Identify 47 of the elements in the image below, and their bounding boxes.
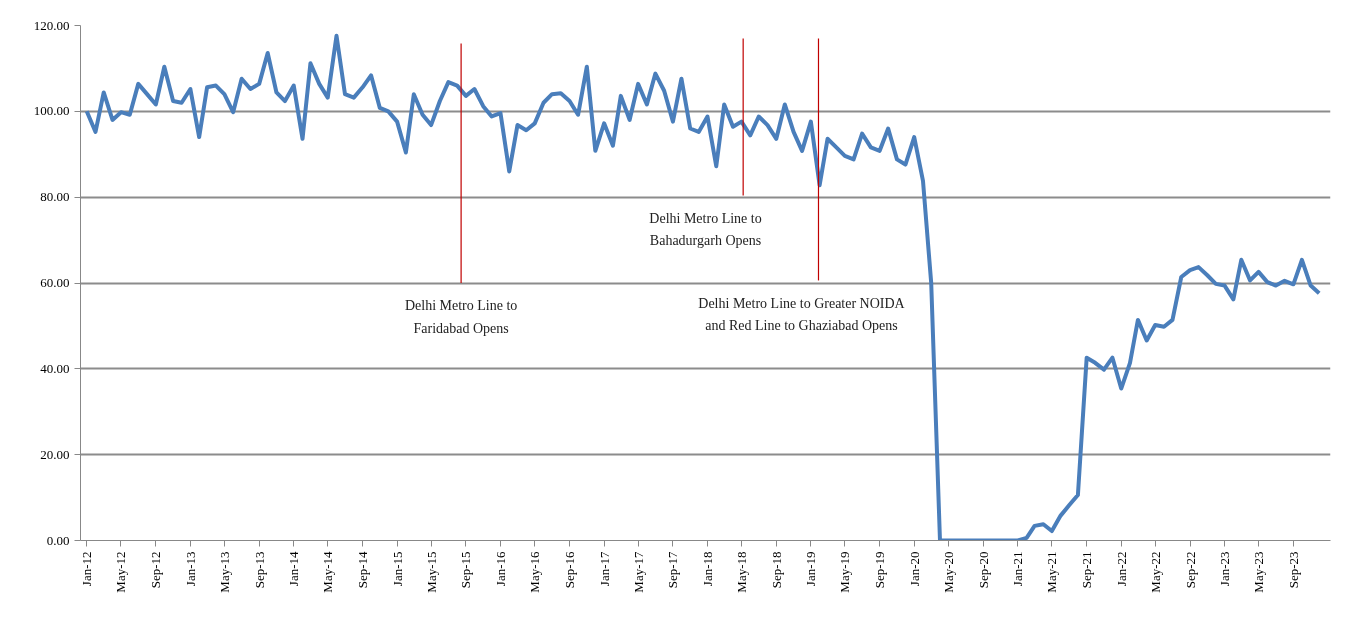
x-tick-label: Sep-15 xyxy=(458,551,474,589)
x-tick-label: May-13 xyxy=(216,551,232,593)
ref-line-label: Delhi Metro Line to Bahadurgarh Opens xyxy=(649,210,762,249)
x-tick-label: Sep-19 xyxy=(872,551,888,589)
x-tick-label: May-23 xyxy=(1251,551,1267,593)
x-tick-label: Jan-18 xyxy=(699,551,715,587)
x-tick-label: Sep-16 xyxy=(562,551,578,589)
x-tick-label: Jan-22 xyxy=(1113,551,1129,587)
x-tick-label: May-16 xyxy=(527,551,543,593)
x-tick-label: Sep-18 xyxy=(768,551,784,589)
y-tick-label: 80.00 xyxy=(40,189,70,205)
x-tick-label: Jan-23 xyxy=(1217,551,1233,587)
x-tick-label: May-17 xyxy=(630,551,646,593)
x-tick-label: Jan-13 xyxy=(182,551,198,587)
x-tick-label: May-15 xyxy=(423,551,439,593)
ref-line-label: Delhi Metro Line to Greater NOIDA and Red Line to Ghaziabad Opens xyxy=(698,295,906,334)
y-tick-label: 0.00 xyxy=(46,532,70,548)
x-tick-label: Jan-19 xyxy=(803,551,819,587)
x-tick-label: Sep-23 xyxy=(1285,551,1301,589)
x-tick-label: May-14 xyxy=(320,551,336,593)
x-tick-label: Jan-21 xyxy=(1010,551,1026,587)
x-tick-label: May-12 xyxy=(113,551,129,593)
y-tick-label: 20.00 xyxy=(40,446,70,462)
x-tick-label: Jan-16 xyxy=(492,551,508,587)
ref-line-label: Delhi Metro Line to Faridabad Opens xyxy=(404,298,518,336)
x-tick-label: Sep-14 xyxy=(355,551,371,589)
x-tick-label: Sep-22 xyxy=(1182,551,1198,589)
x-tick-label: Sep-20 xyxy=(975,551,991,589)
x-tick-label: Jan-15 xyxy=(389,551,405,587)
x-tick-label: Sep-21 xyxy=(1079,551,1095,589)
x-tick-label: May-18 xyxy=(733,551,749,593)
x-tick-label: May-19 xyxy=(837,551,853,593)
x-tick-label: Sep-13 xyxy=(251,551,267,589)
x-tick-label: May-22 xyxy=(1147,551,1163,593)
x-tick-label: Sep-17 xyxy=(665,551,681,589)
x-tick-label: May-21 xyxy=(1044,551,1060,593)
y-tick-label: 120.00 xyxy=(33,17,70,33)
y-tick-label: 60.00 xyxy=(40,275,70,290)
x-tick-label: Jan-12 xyxy=(79,551,95,587)
y-tick-label: 100.00 xyxy=(33,103,70,119)
line-series xyxy=(84,33,1322,541)
x-tick-label: Jan-17 xyxy=(596,551,612,587)
y-tick-label: 40.00 xyxy=(40,360,70,376)
x-tick-label: Jan-20 xyxy=(906,551,922,587)
x-tick-label: May-20 xyxy=(940,551,956,593)
x-tick-label: Jan-14 xyxy=(286,551,302,587)
x-tick-label: Sep-12 xyxy=(148,551,164,589)
